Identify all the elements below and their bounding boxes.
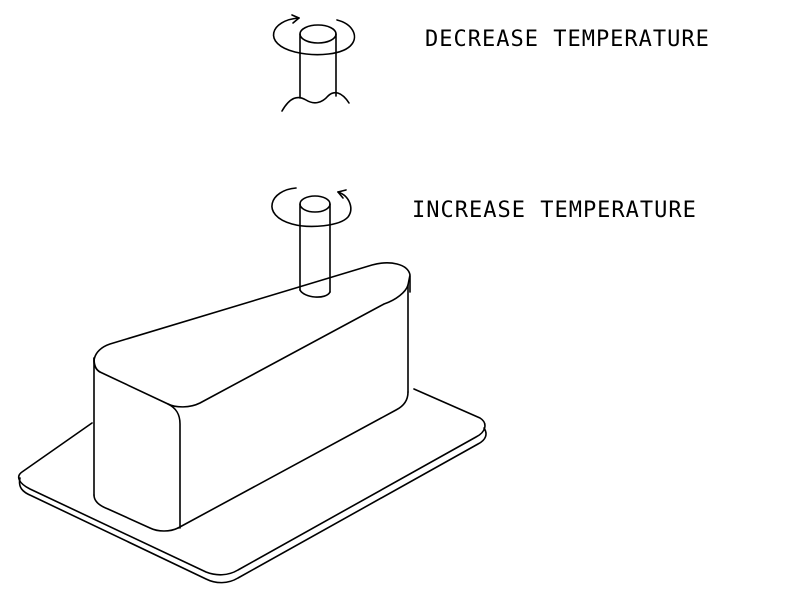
decrease-arrowhead [291,14,300,24]
increase-temperature-label: INCREASE TEMPERATURE [412,198,697,223]
thermostat-housing [93,262,411,532]
increase-knob-icon [271,187,352,298]
decrease-knob-icon [272,14,356,112]
decrease-rotation-arrow [272,17,356,56]
increase-arrowhead [337,189,347,199]
base-plate [17,388,487,584]
increase-rotation-arrow [271,187,352,228]
decrease-temperature-label: DECREASE TEMPERATURE [425,27,710,52]
